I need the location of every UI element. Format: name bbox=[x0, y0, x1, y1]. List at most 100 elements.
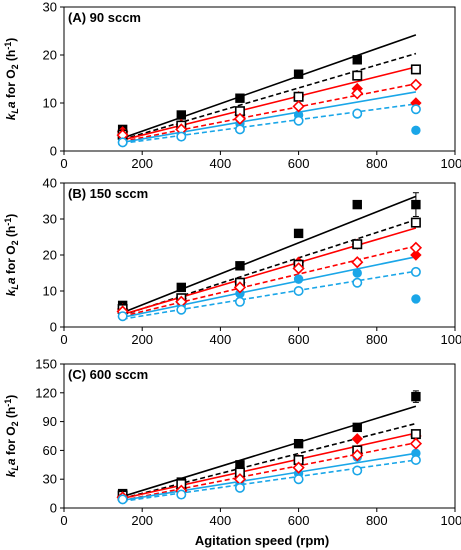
data-point-circle-open bbox=[410, 266, 421, 277]
y-tick-label: 0 bbox=[50, 501, 57, 516]
data-point-circle-open bbox=[117, 494, 128, 505]
data-point-square-filled bbox=[235, 93, 245, 103]
data-point-diamond-open bbox=[409, 437, 423, 450]
y-tick-label: 30 bbox=[43, 212, 57, 227]
y-axis-label-part: 2 bbox=[10, 240, 20, 245]
x-tick-label: 800 bbox=[366, 156, 388, 171]
data-point-circle-filled bbox=[411, 294, 421, 304]
y-axis-label-part: a bbox=[4, 277, 18, 284]
x-tick-label: 600 bbox=[288, 332, 310, 347]
x-tick-label: 0 bbox=[60, 332, 67, 347]
y-axis-label-part: a bbox=[4, 101, 18, 108]
x-tick-label: 200 bbox=[131, 156, 153, 171]
y-axis-label-part: ) bbox=[4, 214, 18, 218]
y-axis-label: kLa for O2 (h-1) bbox=[3, 395, 20, 478]
y-axis-label-part: -1 bbox=[3, 399, 13, 407]
data-point-diamond-open bbox=[292, 100, 305, 113]
y-tick-label: 150 bbox=[35, 357, 57, 372]
data-point-circle-open bbox=[410, 104, 421, 115]
trend-line-square-open bbox=[122, 52, 417, 141]
data-point-circle-open bbox=[234, 124, 245, 135]
data-point-square-filled bbox=[293, 228, 304, 239]
data-point-square-filled bbox=[293, 438, 304, 449]
y-tick-label: 120 bbox=[35, 385, 57, 400]
data-point-square-filled bbox=[176, 110, 187, 120]
trend-line-diamond-open bbox=[122, 245, 417, 317]
y-axis-label-part: for O bbox=[4, 69, 18, 101]
trend-line-diamond-filled bbox=[122, 66, 417, 141]
y-axis-label-part: k bbox=[4, 112, 18, 120]
x-tick-label: 400 bbox=[210, 513, 232, 528]
y-axis-label-part: k bbox=[4, 288, 18, 296]
y-tick-label: 20 bbox=[43, 248, 57, 263]
x-tick-label: 600 bbox=[288, 513, 310, 528]
data-point-diamond-open bbox=[409, 241, 423, 254]
y-axis-label-part: 2 bbox=[10, 421, 20, 426]
data-point-diamond-open bbox=[351, 87, 364, 100]
data-point-circle-open bbox=[293, 115, 304, 126]
data-point-circle-filled bbox=[293, 274, 304, 284]
y-axis-label-part: (h bbox=[4, 226, 18, 241]
y-axis-label-part: L bbox=[10, 108, 20, 114]
data-point-diamond-open bbox=[233, 112, 247, 125]
x-tick-label: 800 bbox=[366, 513, 388, 528]
y-tick-label: 30 bbox=[43, 472, 57, 487]
trend-line-circle-filled bbox=[122, 256, 417, 319]
data-point-circle-open bbox=[117, 311, 128, 322]
data-point-diamond-open bbox=[351, 256, 364, 269]
data-point-square-filled bbox=[411, 391, 421, 402]
plot-frame bbox=[63, 363, 456, 509]
data-point-square-filled bbox=[352, 55, 362, 65]
plot-frame bbox=[63, 6, 456, 152]
y-axis-label-part: -1 bbox=[3, 42, 13, 50]
y-axis-label: kLa for O2 (h-1) bbox=[3, 38, 20, 121]
y-tick-label: 30 bbox=[43, 0, 57, 15]
trend-line-square-filled bbox=[122, 195, 417, 314]
y-tick-label: 10 bbox=[43, 284, 57, 299]
x-tick-label: 600 bbox=[288, 156, 310, 171]
trend-line-diamond-open bbox=[122, 83, 417, 143]
data-point-diamond-open bbox=[351, 449, 364, 462]
data-point-circle-filled bbox=[411, 125, 421, 136]
y-axis-label-part: L bbox=[10, 465, 20, 471]
data-point-square-filled bbox=[293, 69, 304, 79]
y-axis-label-part: ) bbox=[4, 38, 18, 42]
data-point-circle-open bbox=[234, 296, 245, 307]
x-tick-label: 400 bbox=[210, 332, 232, 347]
trend-line-square-filled bbox=[122, 34, 417, 139]
x-tick-label: 0 bbox=[60, 156, 67, 171]
trend-line-diamond-open bbox=[122, 441, 417, 502]
panel-title: (B) 150 sccm bbox=[68, 186, 148, 201]
y-axis-label-part: (h bbox=[4, 407, 18, 422]
y-axis-label: kLa for O2 (h-1) bbox=[3, 214, 20, 297]
data-point-diamond-open bbox=[409, 78, 423, 91]
trend-line-circle-filled bbox=[122, 91, 417, 144]
y-tick-label: 60 bbox=[43, 443, 57, 458]
data-point-square-open bbox=[410, 64, 421, 75]
data-point-diamond-open bbox=[233, 281, 247, 294]
data-point-circle-open bbox=[352, 465, 363, 476]
y-axis-label-part: 2 bbox=[10, 64, 20, 69]
trend-line-circle-open bbox=[122, 103, 417, 145]
panel-title: (C) 600 sccm bbox=[68, 367, 148, 382]
trend-line-circle-filled bbox=[122, 452, 417, 502]
y-axis-label-part: a bbox=[4, 458, 18, 465]
y-tick-label: 10 bbox=[43, 96, 57, 111]
trend-line-square-open bbox=[122, 422, 417, 500]
data-point-square-open bbox=[352, 70, 363, 81]
y-axis-label-part: -1 bbox=[3, 218, 13, 226]
trend-line-circle-open bbox=[122, 459, 417, 503]
y-axis-label-part: (h bbox=[4, 50, 18, 65]
data-point-square-open bbox=[352, 239, 363, 250]
data-point-diamond-open bbox=[292, 262, 305, 275]
y-tick-label: 0 bbox=[50, 320, 57, 335]
data-point-diamond-filled bbox=[410, 249, 422, 261]
data-point-square-open bbox=[410, 429, 421, 440]
x-axis-label: Agitation speed (rpm) bbox=[195, 533, 329, 548]
y-axis-label-part: k bbox=[4, 469, 18, 477]
